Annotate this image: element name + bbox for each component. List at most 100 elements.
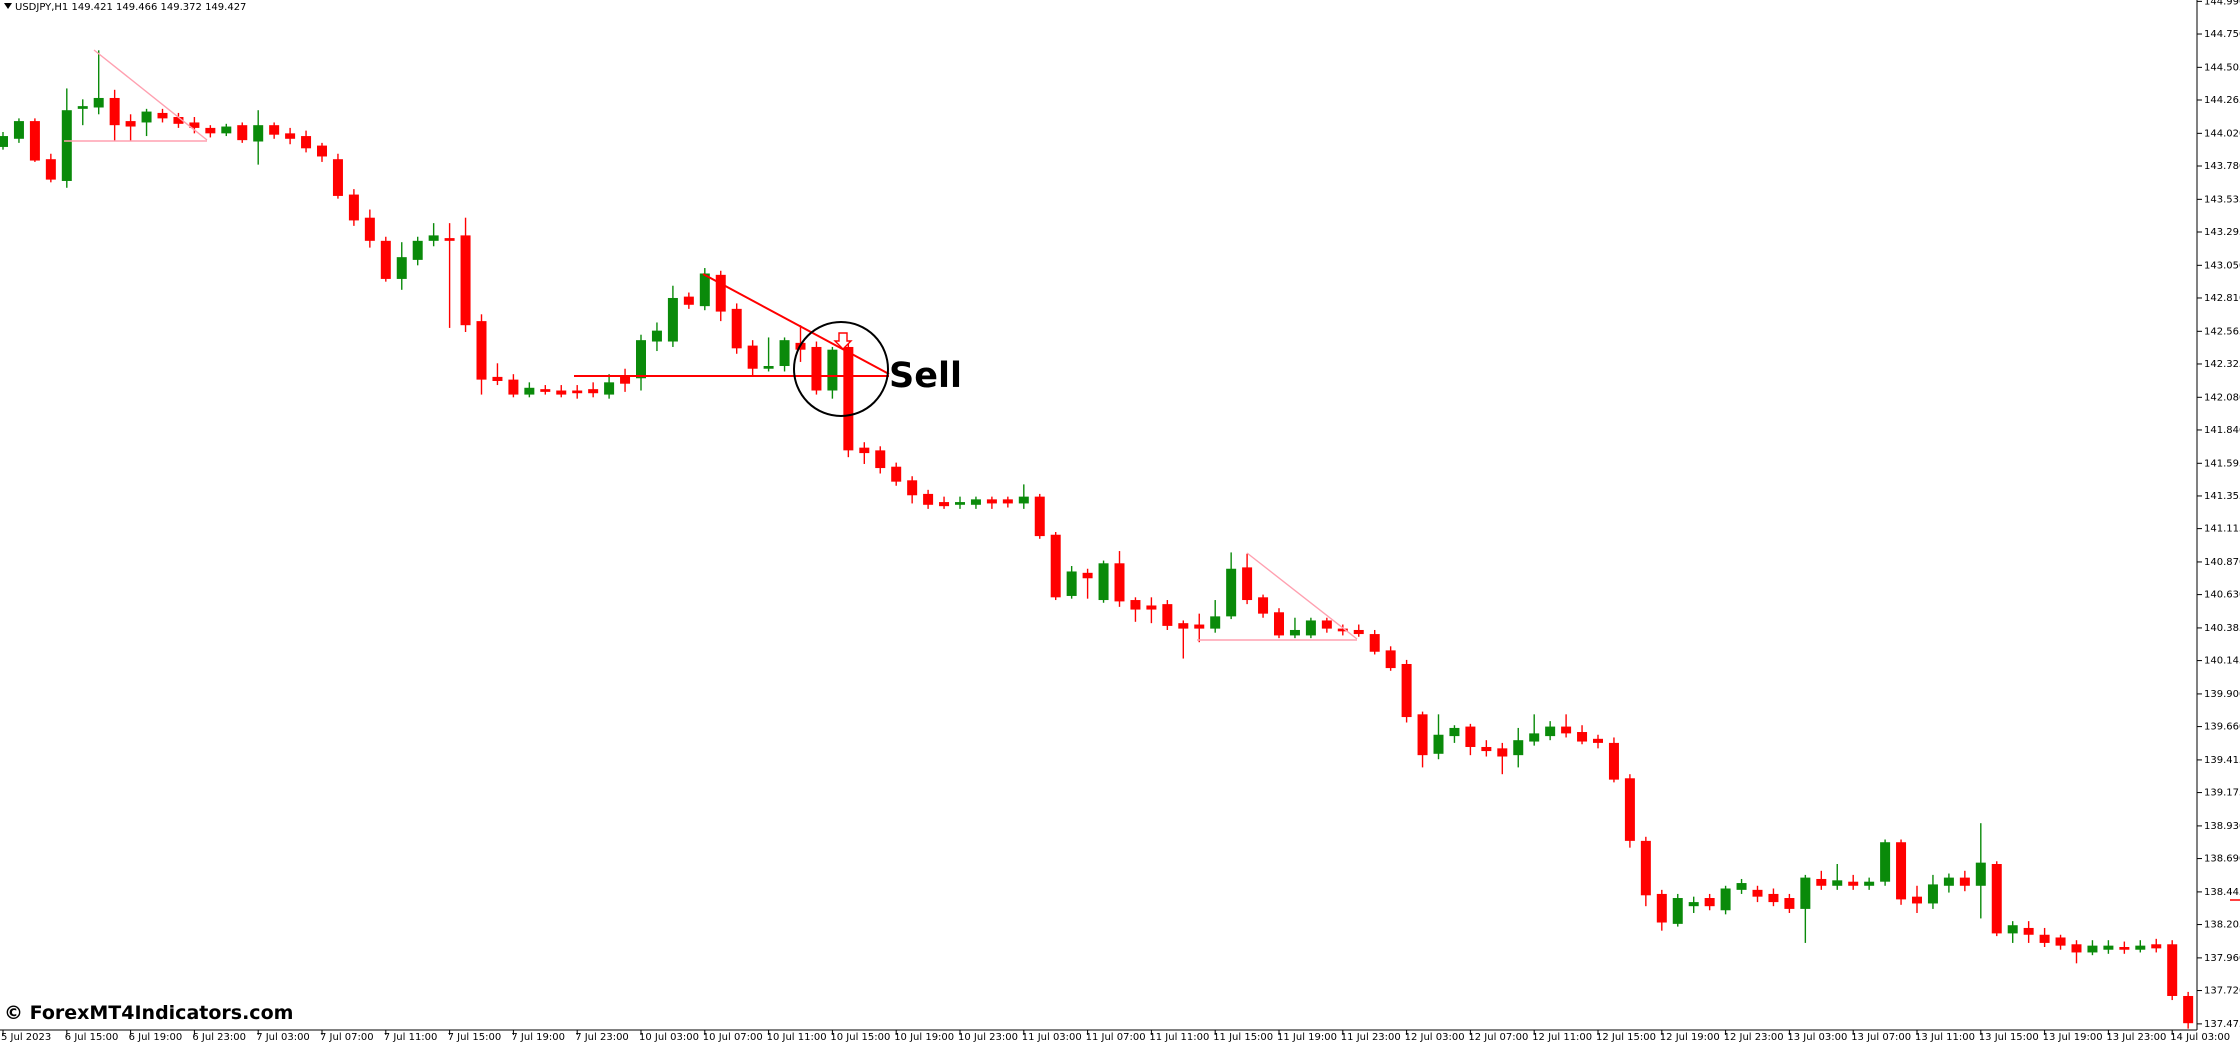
candle-body [189, 122, 200, 128]
candle-body [1114, 563, 1125, 602]
candle-body [2119, 947, 2130, 950]
candle-body [253, 125, 264, 142]
candle-body [1640, 840, 1651, 896]
x-tick-label: 6 Jul 23:00 [192, 1032, 246, 1042]
candle-body [715, 274, 726, 312]
candle-body [1465, 726, 1476, 747]
candle-body [620, 376, 631, 384]
candle-body [811, 346, 822, 391]
y-tick-label: 143.050 [2204, 260, 2240, 271]
y-tick-label: 141.355 [2204, 491, 2240, 502]
x-tick-label: 12 Jul 23:00 [1724, 1032, 1784, 1042]
candle-body [1832, 880, 1843, 886]
candle-body [2023, 927, 2034, 935]
candle-body [221, 126, 232, 134]
y-tick-label: 144.265 [2204, 95, 2240, 106]
candle-body [428, 235, 439, 241]
y-tick-label: 139.900 [2204, 689, 2240, 700]
candle-body [1481, 746, 1492, 752]
y-tick-label: 143.295 [2204, 227, 2240, 238]
candle-body [986, 499, 997, 504]
candle-body [285, 133, 296, 139]
candle-body [412, 240, 423, 260]
candle-body [1385, 650, 1396, 669]
chart-header: USDJPY,H1 149.421 149.466 149.372 149.42… [15, 2, 246, 13]
x-tick-label: 6 Jul 19:00 [129, 1032, 183, 1042]
candle-body [205, 127, 216, 134]
candle-body [1561, 726, 1572, 734]
y-tick-label: 141.595 [2204, 458, 2240, 469]
y-tick-label: 140.870 [2204, 557, 2240, 568]
y-tick-label: 140.385 [2204, 623, 2240, 634]
candle-body [1449, 727, 1460, 737]
candle-body [731, 308, 742, 349]
x-tick-label: 12 Jul 11:00 [1532, 1032, 1592, 1042]
x-tick-label: 11 Jul 19:00 [1277, 1032, 1337, 1042]
candle-body [540, 389, 551, 392]
y-tick-label: 139.175 [2204, 788, 2240, 799]
candle-body [348, 194, 359, 221]
candle-body [1082, 572, 1093, 579]
candle-body [891, 466, 902, 482]
candle-body [1305, 620, 1316, 636]
y-tick-label: 139.660 [2204, 722, 2240, 733]
candle-body [1178, 623, 1189, 629]
y-tick-label: 142.565 [2204, 326, 2240, 337]
candle-body [77, 106, 88, 109]
y-tick-label: 143.535 [2204, 194, 2240, 205]
candle-body [1848, 881, 1859, 886]
x-tick-label: 13 Jul 15:00 [1979, 1032, 2039, 1042]
candle-body [1289, 629, 1300, 636]
x-tick-label: 13 Jul 03:00 [1787, 1032, 1847, 1042]
candle-body [1816, 878, 1827, 886]
candle-body [2087, 945, 2098, 953]
candle-body [779, 340, 790, 367]
candle-body [508, 379, 519, 395]
candle-body [1513, 740, 1524, 756]
candle-body [1529, 733, 1540, 742]
candle-body [556, 390, 567, 395]
candle-body [1210, 616, 1221, 629]
y-tick-label: 142.810 [2204, 293, 2240, 304]
drawings [64, 49, 1358, 641]
candle-body [141, 111, 152, 123]
candle-body [683, 296, 694, 305]
candle-body [1401, 663, 1412, 718]
x-tick-label: 14 Jul 03:00 [2170, 1032, 2230, 1042]
y-tick-label: 138.445 [2204, 887, 2240, 898]
candle-body [1896, 842, 1907, 900]
x-tick-label: 7 Jul 03:00 [256, 1032, 310, 1042]
x-tick-label: 10 Jul 07:00 [703, 1032, 763, 1042]
candle-body [1577, 732, 1588, 742]
x-tick-label: 12 Jul 19:00 [1660, 1032, 1720, 1042]
candle-body [61, 110, 72, 181]
y-tick-label: 137.475 [2204, 1019, 2240, 1030]
y-tick-label: 144.020 [2204, 128, 2240, 139]
candle-body [1337, 628, 1348, 632]
candle-body [476, 321, 487, 380]
candle-body [747, 345, 758, 369]
candle-body [173, 117, 184, 124]
candle-body [1369, 634, 1380, 652]
x-tick-label: 10 Jul 03:00 [639, 1032, 699, 1042]
x-tick-label: 11 Jul 11:00 [1149, 1032, 1209, 1042]
candle-body [1768, 893, 1779, 903]
x-tick-label: 12 Jul 15:00 [1596, 1032, 1656, 1042]
candles [0, 50, 2194, 1029]
candle-body [875, 450, 886, 469]
candle-body [2071, 944, 2082, 953]
x-tick-label: 7 Jul 11:00 [384, 1032, 438, 1042]
candle-body [2103, 945, 2114, 950]
x-tick-label: 11 Jul 23:00 [1341, 1032, 1401, 1042]
candle-body [2183, 995, 2194, 1024]
candle-body [588, 389, 599, 394]
candle-body [301, 136, 312, 149]
y-tick-label: 141.840 [2204, 425, 2240, 436]
candle-body [1146, 605, 1157, 610]
x-tick-label: 7 Jul 07:00 [320, 1032, 374, 1042]
candle-body [317, 145, 327, 157]
y-tick-label: 144.505 [2204, 62, 2240, 73]
candle-body [1784, 898, 1795, 909]
